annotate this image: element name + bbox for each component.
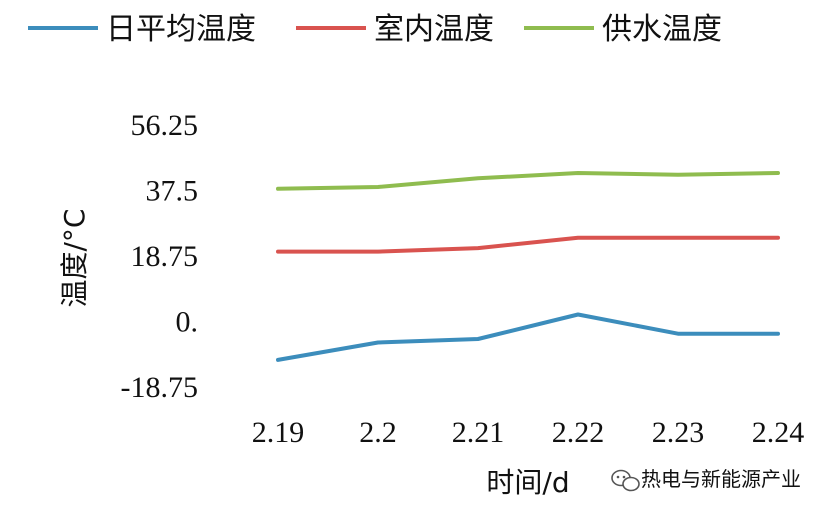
y-axis-title: 温度/°C (58, 209, 91, 308)
legend-label: 日平均温度 (106, 12, 256, 47)
legend-item-0: 日平均温度 (28, 12, 256, 47)
x-tick-label: 2.19 (252, 416, 305, 449)
legend: 日平均温度 室内温度 供水温度 (28, 12, 722, 47)
y-axis-ticks: 56.25 37.5 18.75 0. -18.75 (121, 109, 199, 404)
x-tick-label: 2.23 (652, 416, 705, 449)
y-tick-label: 0. (176, 306, 199, 339)
legend-item-1: 室内温度 (296, 12, 494, 47)
watermark-text: 热电与新能源产业 (641, 467, 801, 491)
series-line-1 (276, 235, 780, 254)
x-axis-title: 时间/d (486, 466, 569, 499)
y-tick-label: 37.5 (146, 175, 199, 208)
x-tick-label: 2.24 (752, 416, 805, 449)
legend-label: 室内温度 (374, 12, 494, 47)
y-tick-label: 18.75 (131, 240, 199, 273)
x-tick-label: 2.22 (552, 416, 605, 449)
x-tick-label: 2.2 (359, 416, 397, 449)
x-axis-ticks: 2.19 2.2 2.21 2.22 2.23 2.24 (252, 416, 805, 449)
y-tick-label: -18.75 (121, 371, 199, 404)
series-line-2 (276, 171, 780, 191)
x-tick-label: 2.21 (452, 416, 505, 449)
series-line-0 (276, 312, 780, 362)
wechat-icon (611, 469, 640, 492)
legend-item-2: 供水温度 (524, 12, 722, 47)
series-lines (276, 171, 780, 362)
legend-label: 供水温度 (602, 12, 722, 47)
watermark: 热电与新能源产业 (611, 467, 801, 492)
y-tick-label: 56.25 (131, 109, 199, 142)
